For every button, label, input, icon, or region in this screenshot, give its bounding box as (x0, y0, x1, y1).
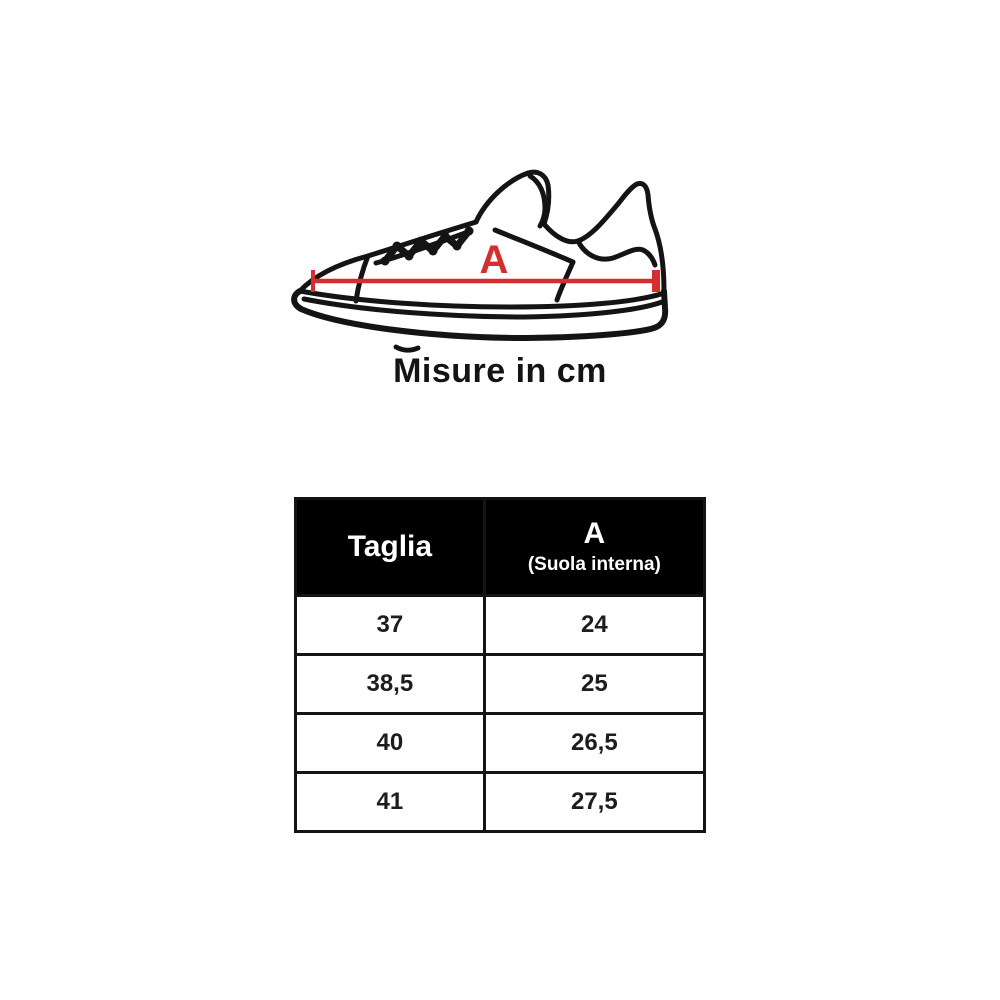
size-cell: 41 (294, 771, 486, 833)
sneaker-illustration: A (291, 169, 669, 353)
size-table-body: 37 24 38,5 25 40 26,5 41 27,5 (294, 594, 707, 833)
measure-cell: 25 (482, 653, 707, 715)
measure-cell: 27,5 (482, 771, 707, 833)
size-cell: 37 (294, 594, 486, 656)
table-row: 38,5 25 (294, 653, 707, 715)
table-row: 40 26,5 (294, 712, 707, 774)
shoe-sole (291, 288, 669, 353)
header-cell-taglia: Taglia (294, 497, 486, 597)
size-cell: 40 (294, 712, 486, 774)
header-cell-measure: A (Suola interna) (482, 497, 707, 597)
measure-cell: 24 (482, 594, 707, 656)
measure-cell: 26,5 (482, 712, 707, 774)
size-table: Taglia A (Suola interna) 37 24 38,5 25 4… (294, 497, 707, 833)
header-taglia-label: Taglia (347, 530, 433, 564)
header-measure-sublabel: (Suola interna) (527, 553, 661, 575)
header-measure-label: A (583, 517, 606, 551)
size-table-header: Taglia A (Suola interna) (294, 497, 707, 597)
size-cell: 38,5 (294, 653, 486, 715)
measure-label-a: A (480, 238, 509, 282)
table-row: 41 27,5 (294, 771, 707, 833)
table-row: 37 24 (294, 594, 707, 656)
measurement-line: A (311, 238, 660, 292)
shoe-diagram: A (290, 160, 690, 360)
shoe-laces (380, 226, 474, 266)
measurements-caption: Misure in cm (393, 352, 607, 390)
table-header-row: Taglia A (Suola interna) (294, 497, 707, 597)
